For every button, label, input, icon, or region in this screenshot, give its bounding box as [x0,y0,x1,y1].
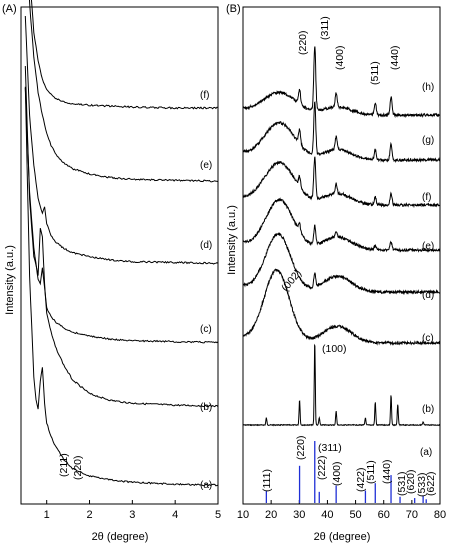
panel-b-series-label-c: (c) [422,333,434,344]
panel-a-series-label-1: (b) [200,402,212,413]
panel-b-label: (B) [226,3,241,15]
panel-b-reference-label-7: (440) [381,459,393,484]
panel-b-annotation-311: (311) [318,442,342,454]
panel-a-peak-label-220: (220) [72,455,84,480]
panel-b-top-label-511: (511) [369,61,381,85]
panel-b-x-ticks: 10 20 30 40 50 60 70 80 [237,500,446,521]
panel-b-y-axis-label: Intensity (a.u.) [226,205,238,275]
panel-a-x-tick-label-4: 4 [172,509,178,521]
panel-a-series-label-5: (f) [200,90,209,101]
panel-b-reference-label-6: (511) [365,460,377,484]
panel-a-label: (A) [2,3,17,15]
panel-a-x-tick-label-2: 2 [86,509,92,521]
panel-b-series-line-e [242,197,441,253]
panel-b-series-label-e: (e) [422,241,434,252]
panel-b-top-label-400: (400) [334,45,346,70]
panel-a-curves [24,0,219,487]
panel-a-series-line-3 [24,15,219,265]
panel-b-reference-label-3: (222) [316,455,328,480]
panel-a-series-line-5 [30,0,219,110]
panel-b-series-line-d [242,232,441,295]
panel-b-top-label-220: (220) [297,30,309,55]
panel-a-x-ticks: 1 2 3 4 5 [44,500,221,521]
panel-b-reference-pattern: (111) (220) (222) (400) (422)(511) (440) (531)… [261,435,437,503]
panel-a-x-axis-label: 2θ (degree) [92,531,149,543]
panel-b-top-label-440: (440) [389,45,401,70]
panel-b-series-line-h [242,46,441,119]
panel-b-series-label-d: (d) [422,290,434,301]
panel-b-x-tick-label-10: 10 [237,509,249,521]
panel-b-x-tick-label-30: 30 [293,509,305,521]
panel-a-x-tick-label-3: 3 [129,509,135,521]
panel-b-series-label-b: (b) [422,404,434,415]
panel-a-peak-label-211: (211) [58,453,70,477]
panel-b-x-tick-label-40: 40 [321,509,333,521]
panel-b-reference-label-5: (422) [355,467,367,492]
panel-a-frame [20,6,219,505]
panel-b-x-tick-label-20: 20 [265,509,277,521]
panel-b-x-tick-label-80: 80 [434,509,446,521]
panel-a-y-axis-label: Intensity (a.u.) [4,245,16,315]
panel-a-series-label-2: (c) [200,324,212,335]
panel-a-series-line-2 [24,87,219,344]
panel-b-reference-label-8: (531) [396,471,408,496]
panel-a-series-label-4: (e) [200,160,212,171]
panel-a-series-line-0 [24,86,219,487]
panel-b-x-tick-label-50: 50 [349,509,361,521]
panel-b-reference-label-11: (622) [425,471,437,496]
panel-b-annotation-002: (002) [279,267,304,293]
panel-a-curve-labels: (a) (b) (c) (d) (e) (f) [200,90,212,491]
panel-b-series-line-c [242,268,441,346]
panel-b-x-axis-label: 2θ (degree) [314,531,371,543]
panel-b-series-line-g [242,101,441,164]
panel-b-reference-label-1: (220) [295,435,307,460]
panel-b-series-line-f [242,156,441,209]
panel-a-series-label-3: (d) [200,240,212,251]
panel-a-x-tick-label-5: 5 [215,509,221,521]
panel-b-reference-label-9: (620) [405,469,417,494]
panel-b-frame [242,6,441,505]
panel-b-x-tick-label-70: 70 [406,509,418,521]
panel-a: (A) Intensity (a.u.) 2θ (degree) 1 2 3 4 5 (… [2,0,221,543]
panel-b-reference-series-label: (a) [420,447,432,458]
panel-a-series-line-1 [24,65,219,408]
panel-b-x-tick-label-60: 60 [378,509,390,521]
panel-b-annotation-100: (100) [322,343,347,355]
panel-b-series-label-f: (f) [422,192,431,203]
panel-b: (B) Intensity (a.u.) 2θ (degree) 10 20 30 4… [226,3,446,543]
panel-a-x-tick-label-1: 1 [44,509,50,521]
panel-a-series-label-0: (a) [200,480,212,491]
panel-b-reference-label-4: (400) [331,461,343,486]
panel-a-series-line-4 [28,0,219,183]
panel-b-reference-label-0: (111) [261,469,273,492]
panel-b-top-label-311: (311) [319,16,331,40]
panel-b-curves [242,46,441,427]
panel-b-curve-labels: (b) (c) (d) (e) (f) (g) (h) [422,82,434,415]
panel-b-series-label-g: (g) [422,135,434,146]
panel-b-series-line-b [243,343,441,427]
panel-b-reference-label-10: (533) [416,472,428,497]
panel-b-series-label-h: (h) [422,82,434,93]
